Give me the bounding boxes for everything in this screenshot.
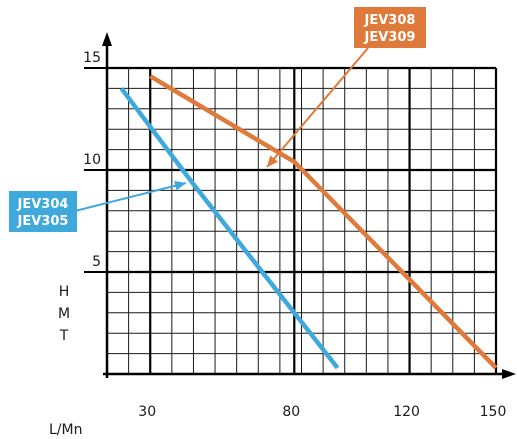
leader-line (266, 47, 369, 168)
y-tick-label: 10 (83, 152, 101, 168)
series-name-line: JEV308 (364, 13, 416, 28)
y-axis-arrow (102, 32, 112, 46)
y-axis-title-letter-3: T (59, 328, 69, 344)
y-axis-title-letter-1: H (59, 284, 70, 300)
fine-grid (106, 67, 497, 375)
leader-arrowhead (267, 155, 278, 167)
x-tick-label: 150 (480, 404, 507, 420)
series-label-2: JEV308 JEV309 (266, 7, 426, 168)
x-tick-label: 80 (282, 404, 300, 420)
leader-arrowhead (174, 180, 186, 191)
series-line-1 (119, 87, 340, 370)
leader-line (74, 182, 187, 212)
legend-callouts: JEV304 JEV305 JEV308 JEV309 (9, 7, 426, 232)
series-name-line: JEV304 (17, 197, 69, 212)
x-tick-label: 120 (393, 404, 420, 420)
series-name-line: JEV305 (17, 214, 69, 229)
y-axis-title-letter-2: M (58, 306, 70, 322)
y-tick-label: 5 (92, 254, 101, 270)
label-box (354, 7, 426, 48)
tick-labels: 30 80 120 150 5 10 15 (83, 50, 506, 420)
x-tick-label: 30 (138, 404, 156, 420)
label-box (9, 191, 77, 232)
series-line-2 (149, 74, 498, 370)
x-axis-title: L/Mn (49, 422, 82, 438)
y-tick-label: 15 (83, 50, 101, 66)
series-layer (119, 74, 498, 370)
series-name-line: JEV309 (364, 30, 416, 45)
x-axis-arrow (502, 369, 516, 379)
axes (84, 32, 516, 379)
series-label-1: JEV304 JEV305 (9, 180, 187, 232)
